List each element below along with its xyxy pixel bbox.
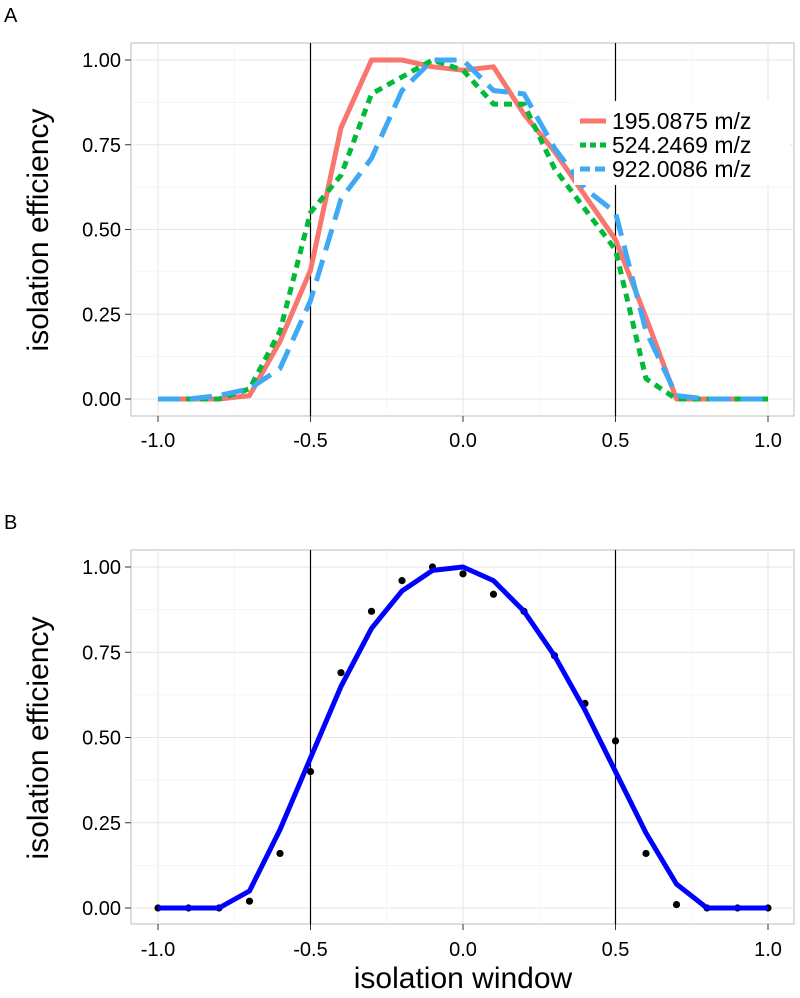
data-point bbox=[367, 607, 376, 615]
panel-b-label: B bbox=[4, 512, 17, 534]
plot-b-grid bbox=[131, 550, 794, 924]
x-tick-label: 1.0 bbox=[754, 939, 782, 961]
y-tick-label: 1.00 bbox=[82, 557, 121, 579]
x-tick-label: -0.5 bbox=[293, 430, 327, 452]
x-tick-label: 0.0 bbox=[449, 430, 477, 452]
plot-b-x-tick-labels: -1.0 -0.5 0.0 0.5 1.0 bbox=[141, 924, 782, 961]
panel-a: A 0.00 0.25 0.50 0.75 1.00 -1.0 -0.5 0.0 0.5 1.0… bbox=[4, 5, 795, 452]
x-tick-label: 0.5 bbox=[602, 939, 630, 961]
y-tick-label: 0.50 bbox=[82, 220, 121, 242]
plot-a-legend: 195.0875 m/z 524.2469 m/z 922.0086 m/z bbox=[574, 101, 790, 185]
y-tick-label: 0.75 bbox=[82, 642, 121, 664]
legend-label-195-0875: 195.0875 m/z bbox=[612, 108, 751, 134]
data-point bbox=[672, 900, 681, 909]
data-point bbox=[306, 768, 315, 776]
plot-b-y-axis-title: isolation efficiency bbox=[22, 617, 55, 860]
plot-b-y-tick-labels: 0.00 0.25 0.50 0.75 1.00 bbox=[82, 557, 131, 920]
x-tick-label: 0.5 bbox=[602, 430, 630, 452]
y-tick-label: 0.25 bbox=[82, 304, 121, 326]
y-tick-label: 1.00 bbox=[82, 50, 121, 72]
data-point bbox=[337, 669, 345, 677]
legend-box bbox=[574, 101, 790, 185]
plot-a-y-tick-labels: 0.00 0.25 0.50 0.75 1.00 bbox=[82, 50, 131, 411]
plot-b-series bbox=[154, 563, 772, 912]
y-tick-label: 0.00 bbox=[82, 898, 121, 920]
legend-label-922-0086: 922.0086 m/z bbox=[612, 156, 751, 182]
plot-b-reference-lines bbox=[309, 550, 617, 924]
panel-b: B 0.00 0.25 0.50 0.75 1.00 -1.0 -0.5 0.0 0.5 1.0… bbox=[4, 512, 795, 995]
data-point bbox=[642, 849, 650, 858]
data-point bbox=[489, 590, 498, 598]
x-tick-label: -1.0 bbox=[141, 430, 175, 452]
plot-a-y-axis-title: isolation efficiency bbox=[22, 109, 55, 352]
y-tick-label: 0.75 bbox=[82, 135, 121, 157]
y-tick-label: 0.50 bbox=[82, 728, 121, 750]
y-tick-label: 0.25 bbox=[82, 813, 121, 835]
series-line-524-2469-m-z bbox=[158, 57, 768, 402]
x-tick-label: 0.0 bbox=[449, 939, 477, 961]
panel-a-label: A bbox=[4, 5, 18, 27]
plot-b-x-axis-title: isolation window bbox=[354, 962, 573, 995]
series-line-922-0086-m-z bbox=[158, 57, 768, 402]
data-point bbox=[611, 737, 620, 745]
plot-a-series bbox=[158, 57, 768, 402]
x-tick-label: -1.0 bbox=[141, 939, 175, 961]
data-point bbox=[245, 897, 254, 905]
legend-label-524-2469: 524.2469 m/z bbox=[612, 132, 751, 158]
data-point bbox=[459, 570, 467, 578]
x-tick-label: 1.0 bbox=[754, 430, 782, 452]
data-point bbox=[276, 849, 284, 858]
x-tick-label: -0.5 bbox=[293, 939, 327, 961]
series-line-fit-1 bbox=[158, 564, 768, 911]
data-point bbox=[398, 577, 406, 585]
plot-a-x-tick-labels: -1.0 -0.5 0.0 0.5 1.0 bbox=[141, 416, 782, 452]
y-tick-label: 0.00 bbox=[82, 389, 121, 411]
